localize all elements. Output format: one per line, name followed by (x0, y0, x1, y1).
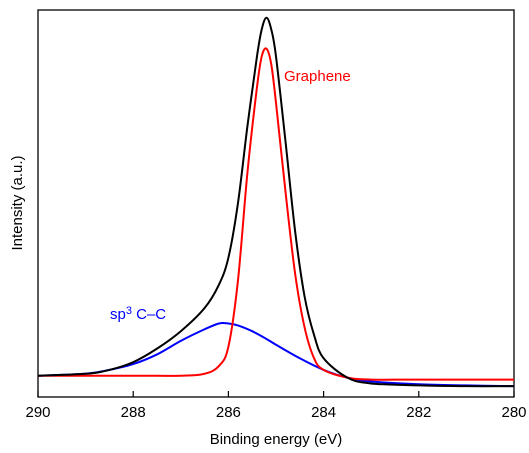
x-axis-ticks: 290 288 286 284 282 280 (25, 391, 527, 421)
annotation-sp3: sp3 C–C (110, 305, 166, 323)
x-tick-label: 290 (25, 404, 50, 421)
x-axis-label: Binding energy (eV) (210, 431, 343, 448)
series-line-graphene (38, 47, 514, 381)
x-tick-label: 286 (216, 404, 241, 421)
y-axis-label: Intensity (a.u.) (9, 155, 26, 250)
x-tick-label: 284 (311, 404, 336, 421)
series-layer (37, 16, 515, 388)
sp3-superscript: 3 (126, 305, 132, 317)
x-tick-label: 282 (406, 404, 431, 421)
x-tick-label: 288 (121, 404, 146, 421)
x-tick-label: 280 (501, 404, 526, 421)
series-line-sp3 (37, 321, 515, 388)
annotation-graphene: Graphene (284, 68, 351, 85)
series-line-total (37, 16, 515, 388)
plot-frame (37, 9, 515, 398)
